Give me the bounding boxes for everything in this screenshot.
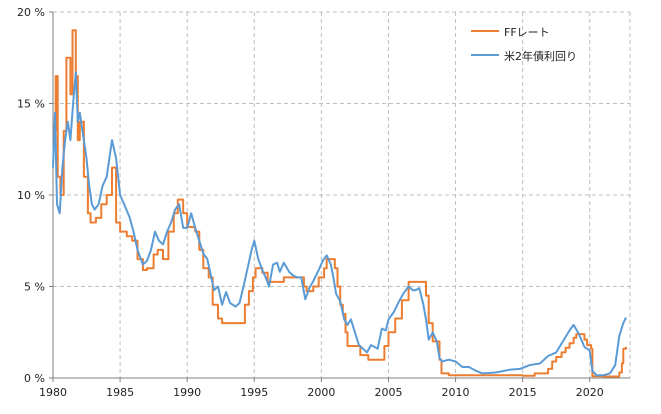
- series-line-2: [52, 71, 627, 377]
- x-tick-label: 2005: [374, 386, 402, 399]
- x-tick-label: 2010: [442, 386, 470, 399]
- legend-label: 米2年債利回り: [504, 49, 577, 63]
- y-tick-label: 15 %: [17, 98, 45, 111]
- y-tick-label: 20 %: [17, 6, 45, 19]
- x-tick-label: 1985: [106, 386, 134, 399]
- y-tick-label: 0 %: [24, 372, 45, 385]
- series-line-1: [53, 29, 627, 378]
- y-tick-label: 10 %: [17, 189, 45, 202]
- x-tick-label: 2020: [576, 386, 604, 399]
- x-tick-label: 1990: [173, 386, 201, 399]
- x-tick-label: 2015: [509, 386, 537, 399]
- series-lines: [52, 29, 627, 378]
- axes: 0 % 5 % 10 % 15 % 20 % 1980 1985 1990 1995 2000 20…: [17, 6, 630, 399]
- y-tick-label: 5 %: [24, 281, 45, 294]
- x-tick-label: 1980: [39, 386, 67, 399]
- x-tick-label: 2000: [307, 386, 335, 399]
- legend-label: FFレート: [504, 26, 550, 39]
- x-tick-label: 1995: [240, 386, 268, 399]
